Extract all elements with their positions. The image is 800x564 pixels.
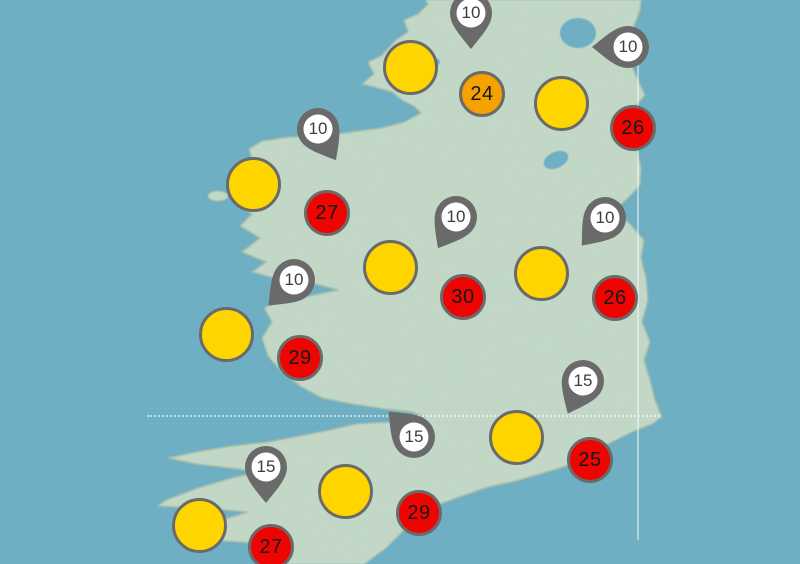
- temperature-marker[interactable]: 26: [610, 105, 656, 151]
- wind-pin-icon: [388, 411, 435, 458]
- temperature-value: 24: [470, 82, 494, 105]
- wind-pin-icon: [245, 446, 287, 503]
- graticule-vertical-line: [637, 42, 639, 540]
- lake-lough-neagh: [560, 18, 596, 48]
- condition-marker[interactable]: [225, 156, 281, 212]
- wind-marker[interactable]: 10: [268, 256, 318, 320]
- temperature-marker[interactable]: 27: [248, 524, 294, 564]
- temperature-value: 26: [621, 116, 645, 139]
- wind-marker[interactable]: 15: [559, 357, 607, 421]
- lake-carlingford: [543, 150, 569, 170]
- condition-marker[interactable]: [382, 39, 438, 95]
- island-achill: [207, 190, 229, 202]
- wind-pin-icon: [581, 197, 626, 246]
- condition-marker[interactable]: [513, 245, 569, 301]
- wind-pin-icon: [561, 360, 604, 414]
- condition-marker[interactable]: [533, 75, 589, 131]
- temperature-value: 26: [603, 286, 627, 309]
- wind-speed-value: 10: [308, 119, 328, 138]
- temperature-marker[interactable]: 26: [592, 275, 638, 321]
- condition-marker[interactable]: [488, 409, 544, 465]
- wind-speed-value: 10: [284, 270, 304, 289]
- wind-pin-icon: [592, 26, 649, 68]
- wind-speed-value: 15: [256, 457, 276, 476]
- wind-marker[interactable]: 15: [388, 411, 438, 477]
- wind-speed-value: 10: [461, 3, 481, 22]
- temperature-marker[interactable]: 27: [304, 190, 350, 236]
- condition-marker[interactable]: [317, 463, 373, 519]
- wind-pin-icon: [434, 196, 477, 249]
- temperature-value: 25: [578, 448, 602, 471]
- temperature-value: 29: [288, 346, 312, 369]
- wind-speed-value: 10: [595, 208, 615, 227]
- wind-marker[interactable]: 10: [432, 193, 480, 257]
- wind-marker[interactable]: 15: [242, 443, 290, 507]
- temperature-marker[interactable]: 29: [277, 335, 323, 381]
- temperature-marker[interactable]: 29: [396, 490, 442, 536]
- temperature-marker[interactable]: 24: [459, 71, 505, 117]
- condition-marker[interactable]: [362, 239, 418, 295]
- wind-pin-icon: [450, 0, 492, 49]
- wind-pin-icon: [268, 259, 315, 306]
- temperature-value: 27: [315, 201, 339, 224]
- wind-marker[interactable]: 10: [592, 23, 652, 87]
- wind-marker[interactable]: 10: [294, 105, 342, 169]
- wind-speed-value: 15: [573, 371, 593, 390]
- temperature-value: 30: [451, 285, 475, 308]
- wind-marker[interactable]: 10: [447, 0, 495, 53]
- wind-marker[interactable]: 10: [581, 194, 629, 258]
- temperature-marker[interactable]: 25: [567, 437, 613, 483]
- temperature-marker[interactable]: 30: [440, 274, 486, 320]
- temperature-value: 27: [259, 535, 283, 558]
- wind-speed-value: 10: [446, 207, 466, 226]
- condition-marker[interactable]: [171, 497, 227, 553]
- wind-pin-icon: [297, 107, 340, 161]
- condition-marker[interactable]: [198, 306, 254, 362]
- wind-speed-value: 15: [404, 427, 424, 446]
- temperature-value: 29: [407, 501, 431, 524]
- wind-speed-value: 10: [618, 37, 638, 56]
